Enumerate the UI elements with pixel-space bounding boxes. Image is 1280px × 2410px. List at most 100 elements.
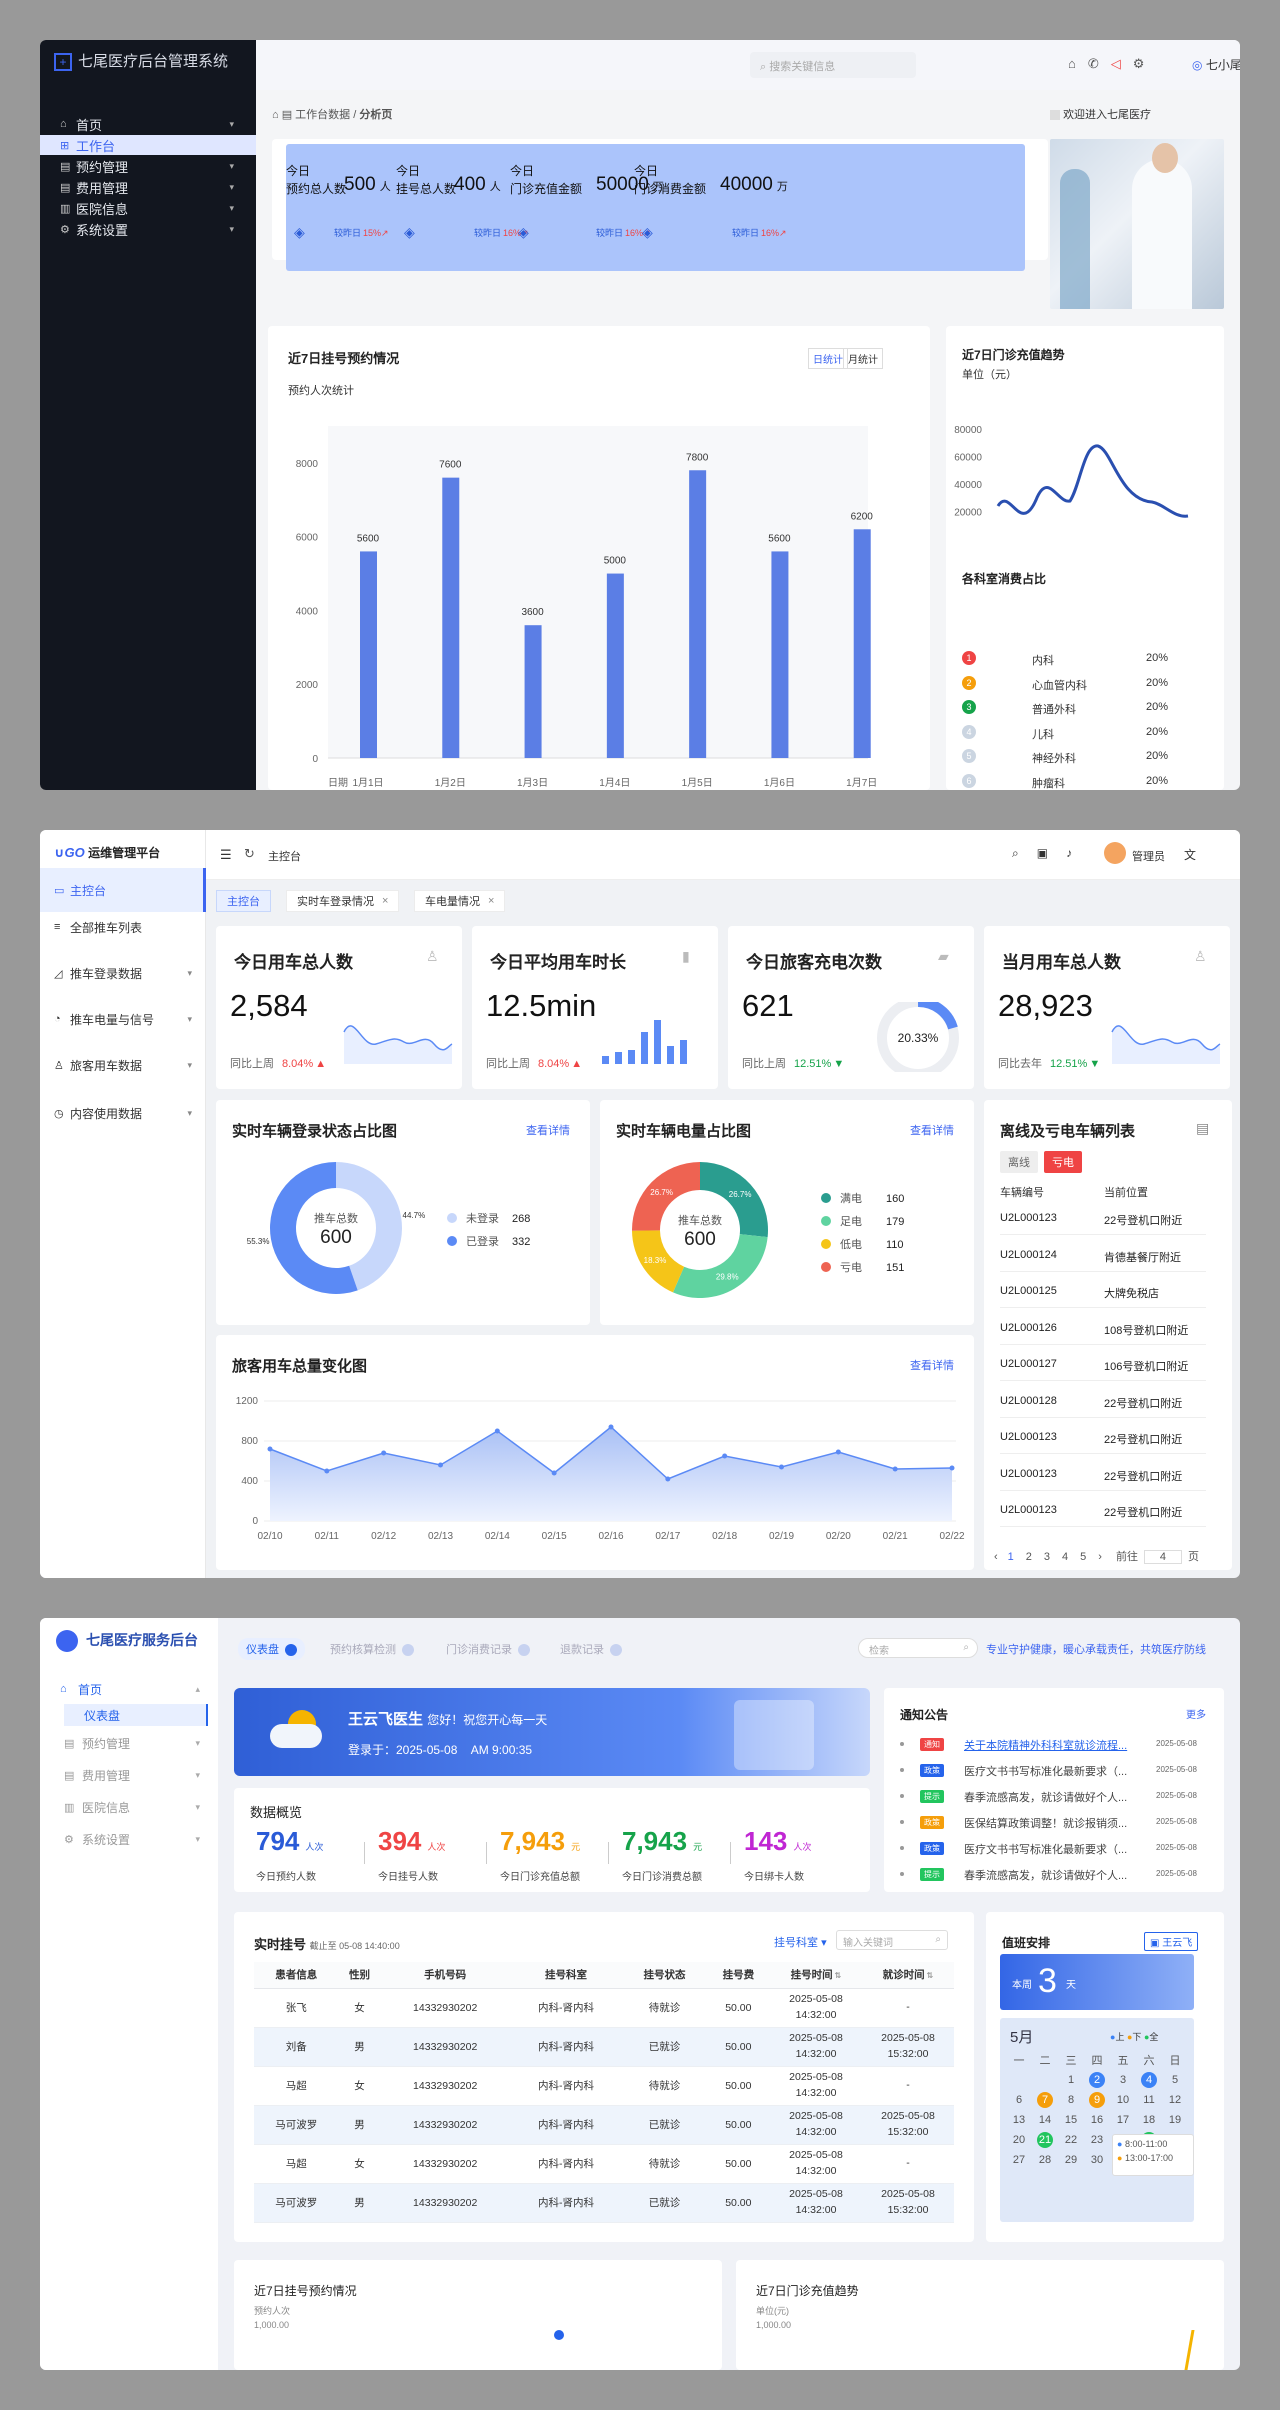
- tab-low-power[interactable]: 亏电: [1044, 1151, 1082, 1173]
- table-row[interactable]: 马超女 14332930202 内科-肾内科 待就诊 50.00 2025-05-08 1…: [254, 2066, 954, 2106]
- sidebar-item-2[interactable]: ◿ 推车登录数据 ▾: [54, 966, 192, 981]
- calendar-day[interactable]: 20: [1012, 2134, 1026, 2146]
- tab-1[interactable]: 预约核算检测: [322, 1638, 422, 1660]
- sidebar-item-5[interactable]: ⚙ 系统设置 ▾: [60, 222, 234, 238]
- table-row[interactable]: 马超女 14332930202 内科-肾内科 待就诊 50.00 2025-05-08 1…: [254, 2144, 954, 2184]
- close-icon[interactable]: ×: [382, 895, 389, 907]
- calendar-day[interactable]: 28: [1038, 2154, 1052, 2166]
- tab-3[interactable]: 退款记录: [552, 1638, 630, 1660]
- sidebar-item-4[interactable]: ♙ 旅客用车数据 ▾: [54, 1058, 192, 1073]
- calendar-day[interactable]: 3: [1119, 2074, 1127, 2086]
- tab-offline[interactable]: 离线: [1000, 1151, 1038, 1173]
- notice-link[interactable]: 医保结算政策调整！就诊报销须...: [964, 1818, 1128, 1830]
- page-button[interactable]: 5: [1080, 1551, 1087, 1563]
- notice-more-link[interactable]: 更多: [1186, 1710, 1206, 1721]
- page-button[interactable]: 4: [1062, 1551, 1069, 1563]
- page-button[interactable]: 1: [1007, 1551, 1014, 1563]
- sidebar-item-2[interactable]: ▤ 预约管理 ▾: [64, 1736, 200, 1751]
- table-row[interactable]: 马可波罗男 14332930202 内科-肾内科 已就诊 50.00 2025-05-08…: [254, 2105, 954, 2145]
- gear-icon[interactable]: ⚙: [1132, 56, 1157, 71]
- sidebar-item-2[interactable]: ▤ 预约管理 ▾: [60, 159, 234, 175]
- notice-link[interactable]: 医疗文书书写标准化最新要求（...: [964, 1844, 1128, 1856]
- bar-tab-month[interactable]: 月统计: [843, 348, 883, 369]
- prev-page-button[interactable]: ‹: [994, 1551, 998, 1563]
- calendar-day[interactable]: 14: [1038, 2114, 1052, 2126]
- phone-icon[interactable]: ✆: [1087, 56, 1111, 71]
- refresh-icon[interactable]: ↻: [244, 846, 255, 861]
- page-button[interactable]: 3: [1043, 1551, 1051, 1563]
- menu-toggle-icon[interactable]: ☰: [220, 847, 232, 862]
- calendar-day[interactable]: 29: [1064, 2154, 1078, 2166]
- tab-2[interactable]: 车电量情况 ×: [414, 890, 506, 912]
- trend-detail-link[interactable]: 查看详情: [910, 1360, 954, 1372]
- search-icon[interactable]: ⌕: [1012, 846, 1037, 860]
- bell-icon[interactable]: ♪: [1066, 846, 1091, 860]
- avatar[interactable]: [1104, 842, 1126, 864]
- calendar-day[interactable]: 9: [1084, 2090, 1110, 2110]
- tab-0[interactable]: 主控台: [216, 890, 271, 912]
- sidebar-item-1[interactable]: 仪表盘: [64, 1704, 208, 1726]
- calendar-day[interactable]: 15: [1064, 2114, 1078, 2126]
- page-button[interactable]: 2: [1025, 1551, 1032, 1563]
- col-header[interactable]: 挂号时间 ⇅: [770, 1962, 862, 1989]
- table-row[interactable]: 刘备男 14332930202 内科-肾内科 已就诊 50.00 2025-05-08 1…: [254, 2027, 954, 2067]
- notice-link[interactable]: 关于本院精神外科科室就诊流程...: [964, 1740, 1128, 1752]
- sidebar-item-1[interactable]: ≡ 全部推车列表: [54, 920, 143, 935]
- sidebar-item-3[interactable]: ▤ 费用管理 ▾: [60, 180, 234, 196]
- sidebar-item-5[interactable]: ◷ 内容使用数据 ▾: [54, 1106, 192, 1121]
- lock-icon[interactable]: ▣: [1036, 846, 1067, 860]
- translate-icon[interactable]: 文: [1184, 848, 1197, 862]
- sidebar-item-0[interactable]: ⌂ 首页 ▴: [60, 1682, 200, 1697]
- user-menu[interactable]: ◎ 七小尾 ▾: [1192, 58, 1240, 72]
- bar-tab-day[interactable]: 日统计: [808, 348, 848, 369]
- calendar-day[interactable]: 5: [1171, 2074, 1179, 2086]
- user-name[interactable]: 管理员: [1132, 851, 1165, 863]
- calendar-day[interactable]: 12: [1168, 2094, 1182, 2106]
- calendar-day[interactable]: 21: [1037, 2132, 1053, 2148]
- page-jump-input[interactable]: 4: [1143, 1550, 1182, 1564]
- calendar-day[interactable]: 22: [1064, 2134, 1078, 2146]
- dept-filter[interactable]: 挂号科室 ▾: [774, 1937, 827, 1949]
- calendar-day[interactable]: 13: [1012, 2114, 1026, 2126]
- close-icon[interactable]: ×: [488, 895, 495, 907]
- search-input[interactable]: 检索 ⌕: [858, 1638, 978, 1658]
- tab-2[interactable]: 门诊消费记录: [438, 1638, 538, 1660]
- calendar-day[interactable]: 19: [1168, 2114, 1182, 2126]
- calendar-day[interactable]: 11: [1143, 2094, 1155, 2106]
- sidebar-item-3[interactable]: ▤ 费用管理 ▾: [64, 1768, 200, 1783]
- power-detail-link[interactable]: 查看详情: [910, 1125, 954, 1137]
- calendar-day[interactable]: 23: [1090, 2134, 1104, 2146]
- calendar-day[interactable]: 8: [1067, 2094, 1075, 2106]
- calendar-day[interactable]: 6: [1015, 2094, 1023, 2106]
- sidebar-item-4[interactable]: ▥ 医院信息 ▾: [64, 1800, 200, 1815]
- notice-link[interactable]: 医疗文书书写标准化最新要求（...: [964, 1766, 1128, 1778]
- sidebar-item-0[interactable]: ⌂ 首页 ▾: [60, 117, 234, 133]
- notice-link[interactable]: 春季流感高发，就诊请做好个人...: [964, 1792, 1128, 1804]
- calendar-day[interactable]: 1: [1067, 2074, 1075, 2086]
- calendar-day[interactable]: 4: [1136, 2070, 1162, 2090]
- sidebar-item-1[interactable]: ⊞ 工作台: [40, 135, 256, 155]
- reg-search-input[interactable]: 输入关键词 ⌕: [836, 1930, 948, 1950]
- volume-icon[interactable]: ◁: [1110, 56, 1133, 71]
- calendar-day[interactable]: 18: [1142, 2114, 1156, 2126]
- sort-icon[interactable]: ⇅: [926, 1971, 934, 1981]
- bank-icon[interactable]: ⌂: [1068, 56, 1088, 71]
- table-row[interactable]: 马可波罗男 14332930202 内科-肾内科 已就诊 50.00 2025-05-08…: [254, 2183, 954, 2223]
- notice-link[interactable]: 春季流感高发，就诊请做好个人...: [964, 1870, 1128, 1882]
- close-icon[interactable]: [402, 1644, 414, 1657]
- calendar-day[interactable]: 10: [1116, 2094, 1130, 2106]
- close-icon[interactable]: [610, 1644, 622, 1657]
- close-icon[interactable]: [518, 1644, 530, 1657]
- calendar-day[interactable]: 16: [1090, 2114, 1104, 2126]
- calendar-day[interactable]: 7: [1032, 2090, 1058, 2110]
- table-row[interactable]: 张飞女 14332930202 内科-肾内科 待就诊 50.00 2025-05-08 1…: [254, 1988, 954, 2028]
- sidebar-item-4[interactable]: ▥ 医院信息 ▾: [60, 201, 234, 217]
- calendar-day[interactable]: 27: [1012, 2154, 1026, 2166]
- search-box[interactable]: ⌕ 搜索关键信息: [750, 52, 916, 78]
- sidebar-item-5[interactable]: ⚙ 系统设置 ▾: [64, 1832, 200, 1847]
- sort-icon[interactable]: ⇅: [834, 1971, 842, 1981]
- next-page-button[interactable]: ›: [1098, 1551, 1102, 1563]
- duty-user-button[interactable]: ▣ 王云飞: [1144, 1932, 1199, 1951]
- calendar-day[interactable]: 17: [1116, 2114, 1130, 2126]
- login-detail-link[interactable]: 查看详情: [526, 1125, 570, 1137]
